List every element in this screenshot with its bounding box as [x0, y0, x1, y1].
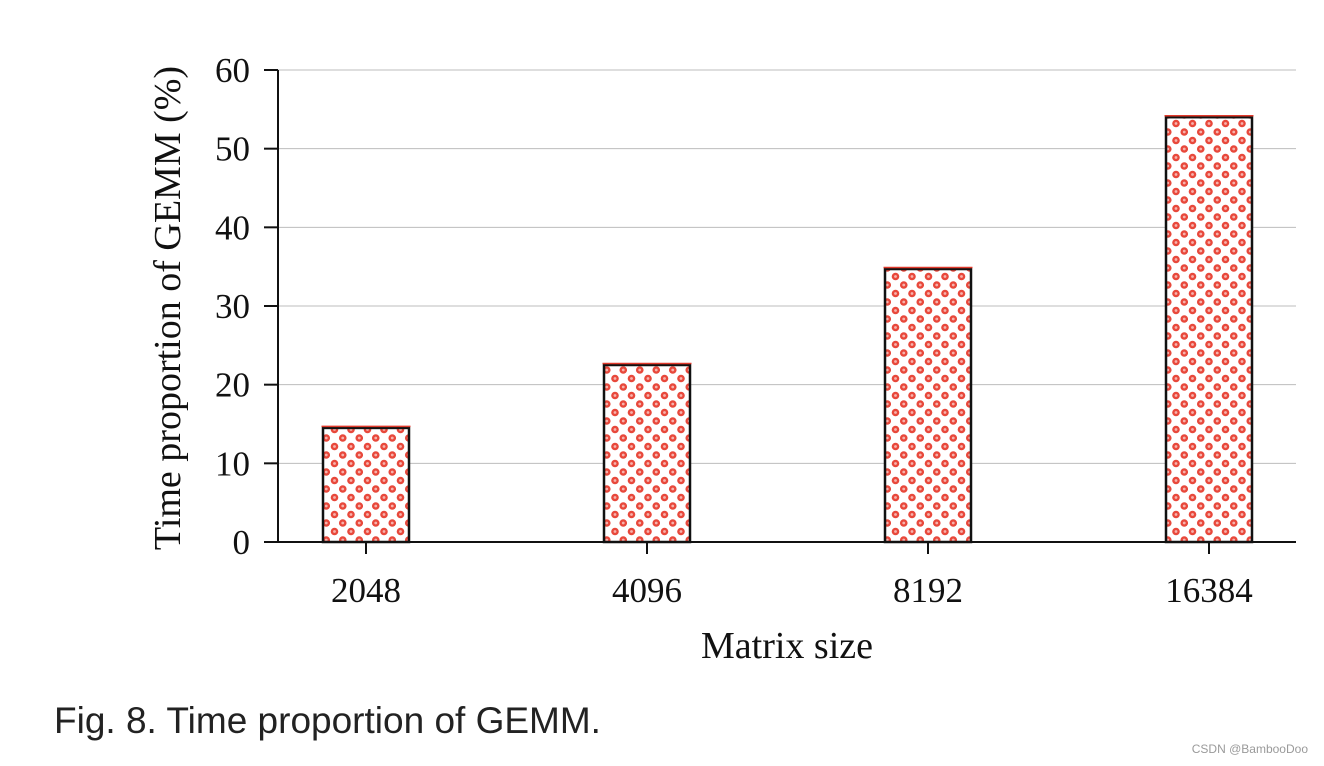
gridlines: [278, 69, 1296, 464]
bar-2048: [321, 425, 411, 544]
watermark: CSDN @BambooDoo: [1191, 742, 1308, 756]
y-tick-label: 0: [233, 523, 251, 562]
bar-body: [321, 426, 411, 544]
y-tick-label: 50: [215, 130, 250, 169]
y-tick-label: 30: [215, 287, 250, 326]
gemm-bar-chart: 0 10 20 30 40 50 60 2048 4096 8192 16384 Matrix s…: [147, 51, 1296, 667]
x-tick-label: 4096: [612, 571, 682, 610]
bars: [321, 114, 1254, 544]
y-axis-title: Time proportion of GEMM (%): [147, 66, 189, 550]
x-tick-label: 2048: [331, 571, 401, 610]
x-axis-title: Matrix size: [701, 625, 873, 667]
y-tick-label: 60: [215, 51, 250, 90]
bar-8192: [883, 266, 973, 544]
y-tick-label: 40: [215, 208, 250, 247]
bar-4096: [602, 362, 692, 544]
x-ticks: 2048 4096 8192 16384: [331, 542, 1253, 610]
y-tick-label: 10: [215, 444, 250, 483]
bar-16384: [1164, 114, 1254, 544]
bar-body: [883, 267, 973, 544]
x-tick-label: 16384: [1165, 571, 1253, 610]
y-tick-label: 20: [215, 366, 250, 405]
bar-body: [1164, 115, 1254, 544]
figure-caption: Fig. 8. Time proportion of GEMM.: [54, 700, 601, 741]
bar-body: [602, 363, 692, 544]
y-ticks: 0 10 20 30 40 50 60: [215, 51, 278, 562]
x-tick-label: 8192: [893, 571, 963, 610]
